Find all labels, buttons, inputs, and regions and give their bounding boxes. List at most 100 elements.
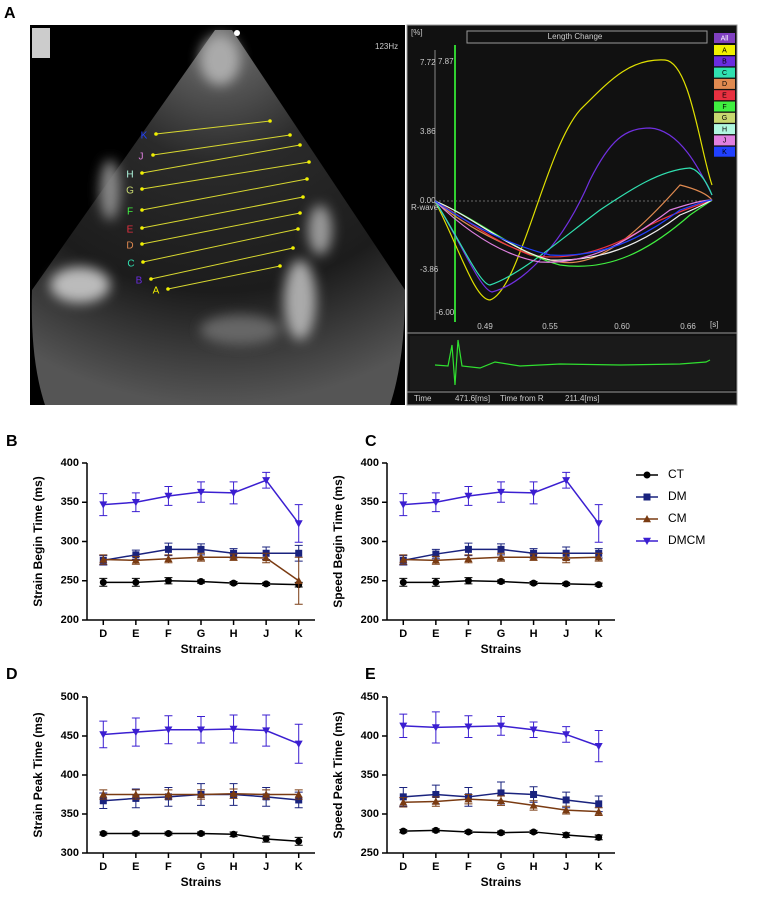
y-tick-label: 300 <box>361 808 379 820</box>
marker <box>497 488 505 497</box>
marker <box>497 553 505 561</box>
segment-button-label: B <box>722 59 727 66</box>
segment-button-label: K <box>722 149 727 156</box>
x-tick-label: G <box>197 628 206 640</box>
segment-dot <box>151 153 155 157</box>
panel-label: E <box>365 666 376 683</box>
marker <box>131 728 140 737</box>
y-tick-label: 400 <box>361 457 379 469</box>
marker <box>529 553 538 561</box>
marker <box>431 724 440 732</box>
x-tick-label: J <box>563 861 569 873</box>
marker <box>99 578 107 586</box>
segment-button-label: All <box>721 35 729 42</box>
y-tick-label: 350 <box>361 496 379 508</box>
marker <box>197 830 205 837</box>
segment-button[interactable] <box>714 78 735 89</box>
marker <box>294 576 303 584</box>
y-unit: [%] <box>411 28 423 37</box>
marker <box>295 796 303 804</box>
marker <box>464 545 472 553</box>
graph-y-tick-label: -6.00 <box>436 308 455 317</box>
marker <box>595 833 603 841</box>
y-tick-label: 500 <box>61 691 79 703</box>
marker <box>595 581 603 589</box>
marker <box>229 553 238 561</box>
y-tick-label: 350 <box>61 496 79 508</box>
segment-dot <box>154 132 158 136</box>
x-tick-label: G <box>497 628 506 640</box>
segment-button[interactable] <box>714 101 735 112</box>
segment-button-label: A <box>722 47 727 54</box>
marker-dot <box>234 30 240 36</box>
legend-label: DMCM <box>668 533 705 547</box>
x-tick-label: F <box>465 861 472 873</box>
marker <box>594 807 603 815</box>
marker <box>432 826 440 834</box>
marker <box>464 828 472 836</box>
graph-y-tick-label: -3.86 <box>420 265 439 274</box>
x-tick-label: H <box>230 628 238 640</box>
x-axis-label: Strains <box>481 875 522 889</box>
segment-dot <box>149 277 153 281</box>
segment-label: K <box>141 131 148 142</box>
marker <box>497 829 505 837</box>
segment-line <box>141 196 304 229</box>
x-tick-label: H <box>530 861 538 873</box>
gray-scale-bar <box>32 28 50 58</box>
segment-dot <box>140 242 144 246</box>
marker <box>432 550 440 558</box>
legend-label: CM <box>668 511 687 525</box>
marker <box>529 489 538 497</box>
x-tick-label: E <box>432 628 439 640</box>
segment-line <box>141 212 301 245</box>
legend-label: CT <box>668 467 685 481</box>
y-tick-label: 200 <box>361 614 379 626</box>
segment-button[interactable] <box>714 112 735 123</box>
tissue <box>50 35 332 345</box>
segment-button-label: J <box>723 138 727 145</box>
segment-lines <box>141 120 310 290</box>
marker <box>562 477 571 485</box>
y-tick-label: 300 <box>361 535 379 547</box>
graph-x-tick-label: 0.60 <box>614 322 630 331</box>
frame-rate: 123Hz <box>375 42 398 51</box>
y-tick-label: 200 <box>61 614 79 626</box>
x-tick-label: D <box>99 861 107 873</box>
y-axis-label: Speed Peak Time (ms) <box>331 711 345 838</box>
legend-marker <box>643 515 651 523</box>
time-value: 471.6[ms] <box>455 394 490 403</box>
marker <box>131 499 140 507</box>
segment-dot <box>301 195 305 199</box>
marker <box>594 520 603 528</box>
marker <box>229 789 238 797</box>
marker <box>164 554 173 562</box>
graph-title: Length Change <box>548 32 603 41</box>
marker <box>197 488 205 497</box>
x-tick-label: F <box>165 861 172 873</box>
marker <box>197 790 205 798</box>
graph-title-box <box>466 30 708 44</box>
segment-button[interactable] <box>714 90 735 101</box>
segment-button[interactable] <box>714 135 735 146</box>
segment-dot <box>298 211 302 215</box>
segment-button[interactable] <box>714 124 735 135</box>
marker <box>132 830 140 837</box>
segment-button[interactable] <box>714 67 735 78</box>
marker <box>562 553 571 562</box>
marker <box>497 789 505 797</box>
segment-button[interactable] <box>714 56 735 67</box>
segment-line <box>150 247 294 280</box>
marker <box>399 555 408 563</box>
graph-x-tick-label: 0.55 <box>542 322 558 331</box>
segment-button[interactable] <box>714 33 735 43</box>
segment-dot <box>305 177 309 181</box>
segment-label: B <box>136 276 143 287</box>
graph-y-tick-label: 7.72 <box>420 58 436 67</box>
x-tick-label: J <box>563 628 569 640</box>
legend-marker <box>643 471 651 479</box>
segment-button[interactable] <box>714 146 735 157</box>
marker <box>262 580 270 588</box>
segment-button[interactable] <box>714 45 735 55</box>
